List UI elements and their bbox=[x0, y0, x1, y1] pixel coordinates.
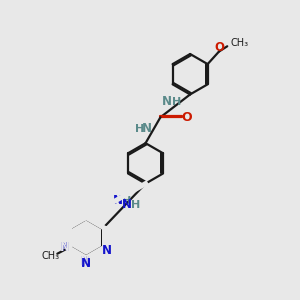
Text: N: N bbox=[162, 95, 172, 109]
Text: N: N bbox=[81, 256, 91, 269]
Text: O: O bbox=[214, 41, 224, 54]
Text: CH₃: CH₃ bbox=[42, 251, 60, 261]
Text: N: N bbox=[141, 122, 152, 135]
Text: H: H bbox=[130, 200, 140, 210]
Text: N: N bbox=[80, 255, 90, 268]
Text: N: N bbox=[122, 198, 132, 211]
Text: H: H bbox=[135, 124, 144, 134]
Text: O: O bbox=[182, 111, 192, 124]
Text: N: N bbox=[60, 241, 70, 254]
Text: N: N bbox=[59, 241, 69, 254]
Text: H: H bbox=[172, 97, 182, 107]
Text: H: H bbox=[122, 196, 132, 206]
Text: N: N bbox=[113, 194, 123, 207]
Text: N: N bbox=[81, 257, 91, 270]
Text: CH₃: CH₃ bbox=[230, 38, 248, 48]
Text: N: N bbox=[80, 255, 90, 268]
Text: N: N bbox=[102, 244, 112, 257]
Text: N: N bbox=[59, 241, 69, 254]
